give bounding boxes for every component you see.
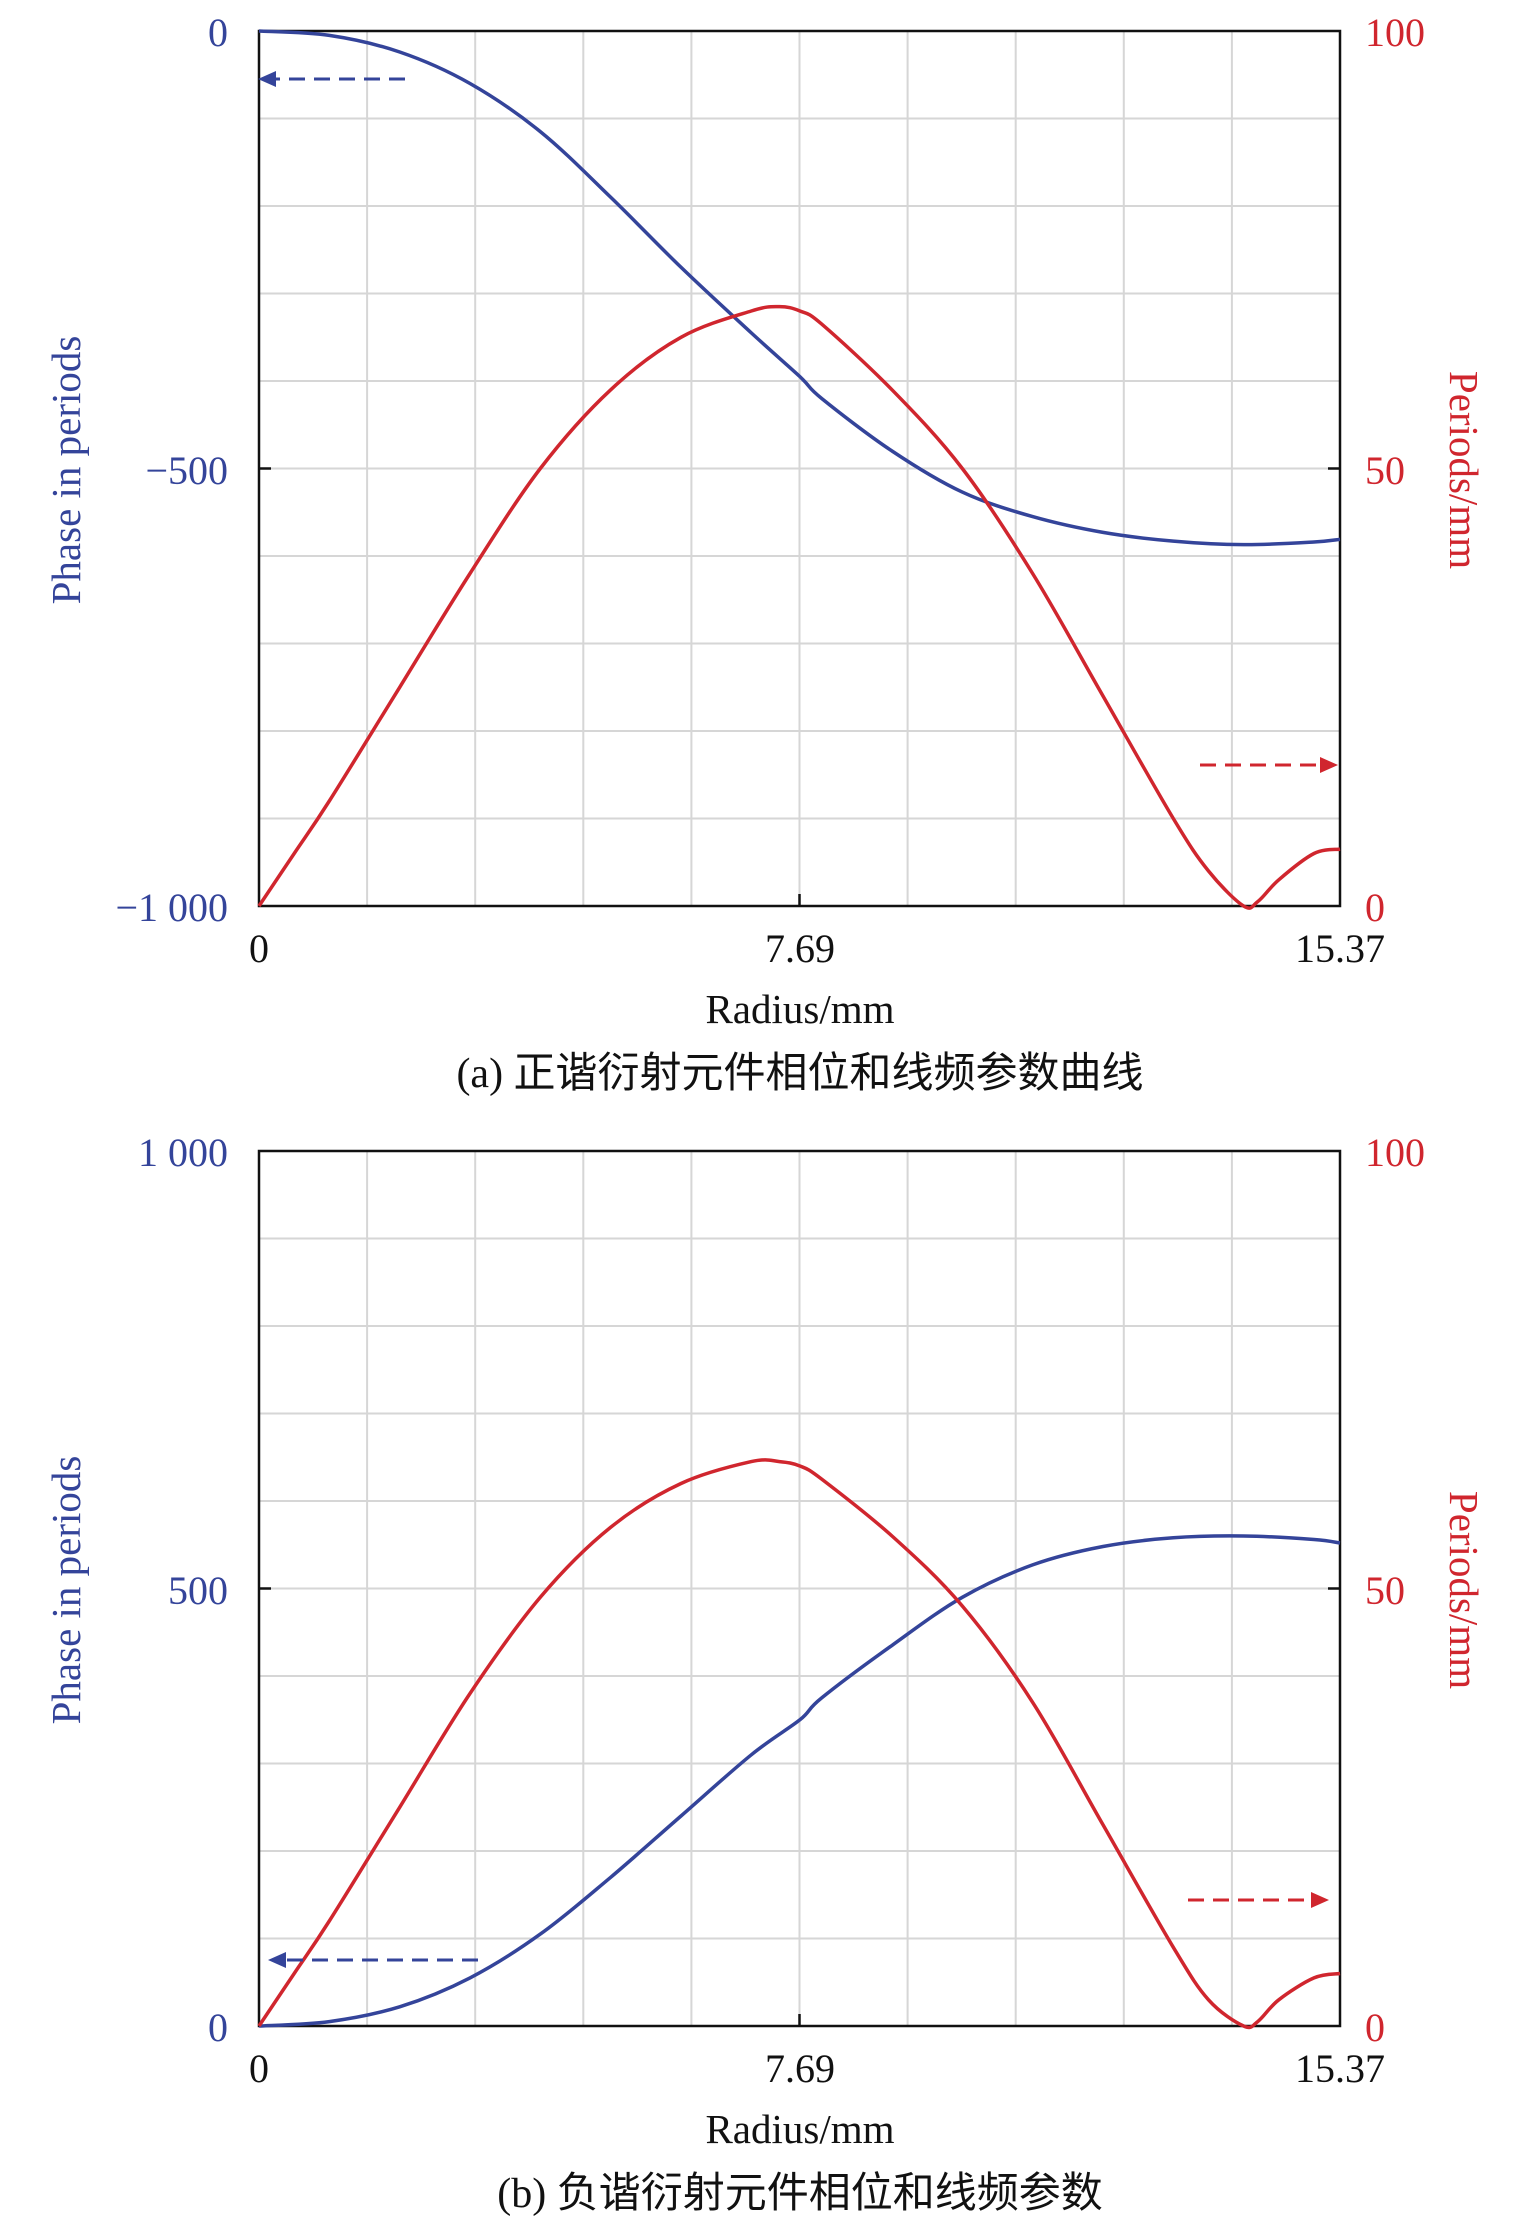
chart-a-x-tick-start: 0 — [249, 926, 269, 971]
chart-b-y-left-tick-bottom: 0 — [208, 2005, 228, 2050]
chart-b-ticks — [259, 1587, 1340, 2026]
chart-b-x-tick-start: 0 — [249, 2046, 269, 2091]
chart-a-frequency-curve — [257, 304, 1341, 910]
chart-a-x-tick-mid: 7.69 — [765, 926, 835, 971]
chart-b-y-right-label: Periods/mm — [1441, 1491, 1487, 1689]
chart-a-y-right-tick-mid: 50 — [1365, 448, 1405, 493]
chart-b-curves — [257, 1458, 1341, 2030]
chart-a-caption: (a) 正谐衍射元件相位和线频参数曲线 — [456, 1050, 1143, 1097]
chart-b-y-right-tick-top: 100 — [1365, 1130, 1425, 1175]
chart-a-phase-curve — [258, 29, 1341, 547]
chart-b-right-arrow — [1188, 1892, 1329, 1908]
chart-a-y-left-tick-top: 0 — [208, 10, 228, 55]
chart-b-x-tick-end: 15.37 — [1295, 2046, 1385, 2091]
chart-b-grid — [259, 1151, 1340, 2026]
chart-a-grid — [259, 31, 1340, 906]
chart-b-y-left-label: Phase in periods — [43, 1456, 89, 1725]
chart-a-x-label: Radius/mm — [705, 986, 894, 1032]
chart-b-y-left-tick-top: 1 000 — [138, 1130, 228, 1175]
chart-b-y-right-tick-mid: 50 — [1365, 1568, 1405, 1613]
chart-b-y-right-tick-bottom: 0 — [1365, 2005, 1385, 2050]
chart-a-y-left-label: Phase in periods — [43, 336, 89, 605]
chart-b-caption: (b) 负谐衍射元件相位和线频参数 — [497, 2170, 1102, 2217]
chart-b-y-left-tick-mid: 500 — [168, 1568, 228, 1613]
chart-a-x-tick-end: 15.37 — [1295, 926, 1385, 971]
chart-a-y-left-tick-mid: −500 — [145, 448, 228, 493]
chart-a-right-arrow — [1200, 757, 1338, 773]
chart-a-y-right-label: Periods/mm — [1441, 371, 1487, 569]
chart-a-left-arrow — [258, 71, 405, 87]
chart-a: 0 −500 −1 000 100 50 0 0 7.69 15.37 Radi… — [43, 10, 1487, 1097]
chart-b-x-label: Radius/mm — [705, 2106, 894, 2152]
chart-b-x-tick-mid: 7.69 — [765, 2046, 835, 2091]
chart-b-left-arrow — [268, 1952, 478, 1968]
chart-a-y-right-tick-top: 100 — [1365, 10, 1425, 55]
chart-b-phase-curve — [258, 1534, 1341, 2028]
chart-a-curves — [257, 29, 1341, 910]
chart-b: 1 000 500 0 100 50 0 0 7.69 15.37 Radius… — [43, 1130, 1487, 2217]
chart-a-y-right-tick-bottom: 0 — [1365, 885, 1385, 930]
chart-b-frequency-curve — [257, 1458, 1341, 2030]
chart-a-y-left-tick-bottom: −1 000 — [115, 885, 228, 930]
chart-a-ticks — [259, 467, 1340, 906]
